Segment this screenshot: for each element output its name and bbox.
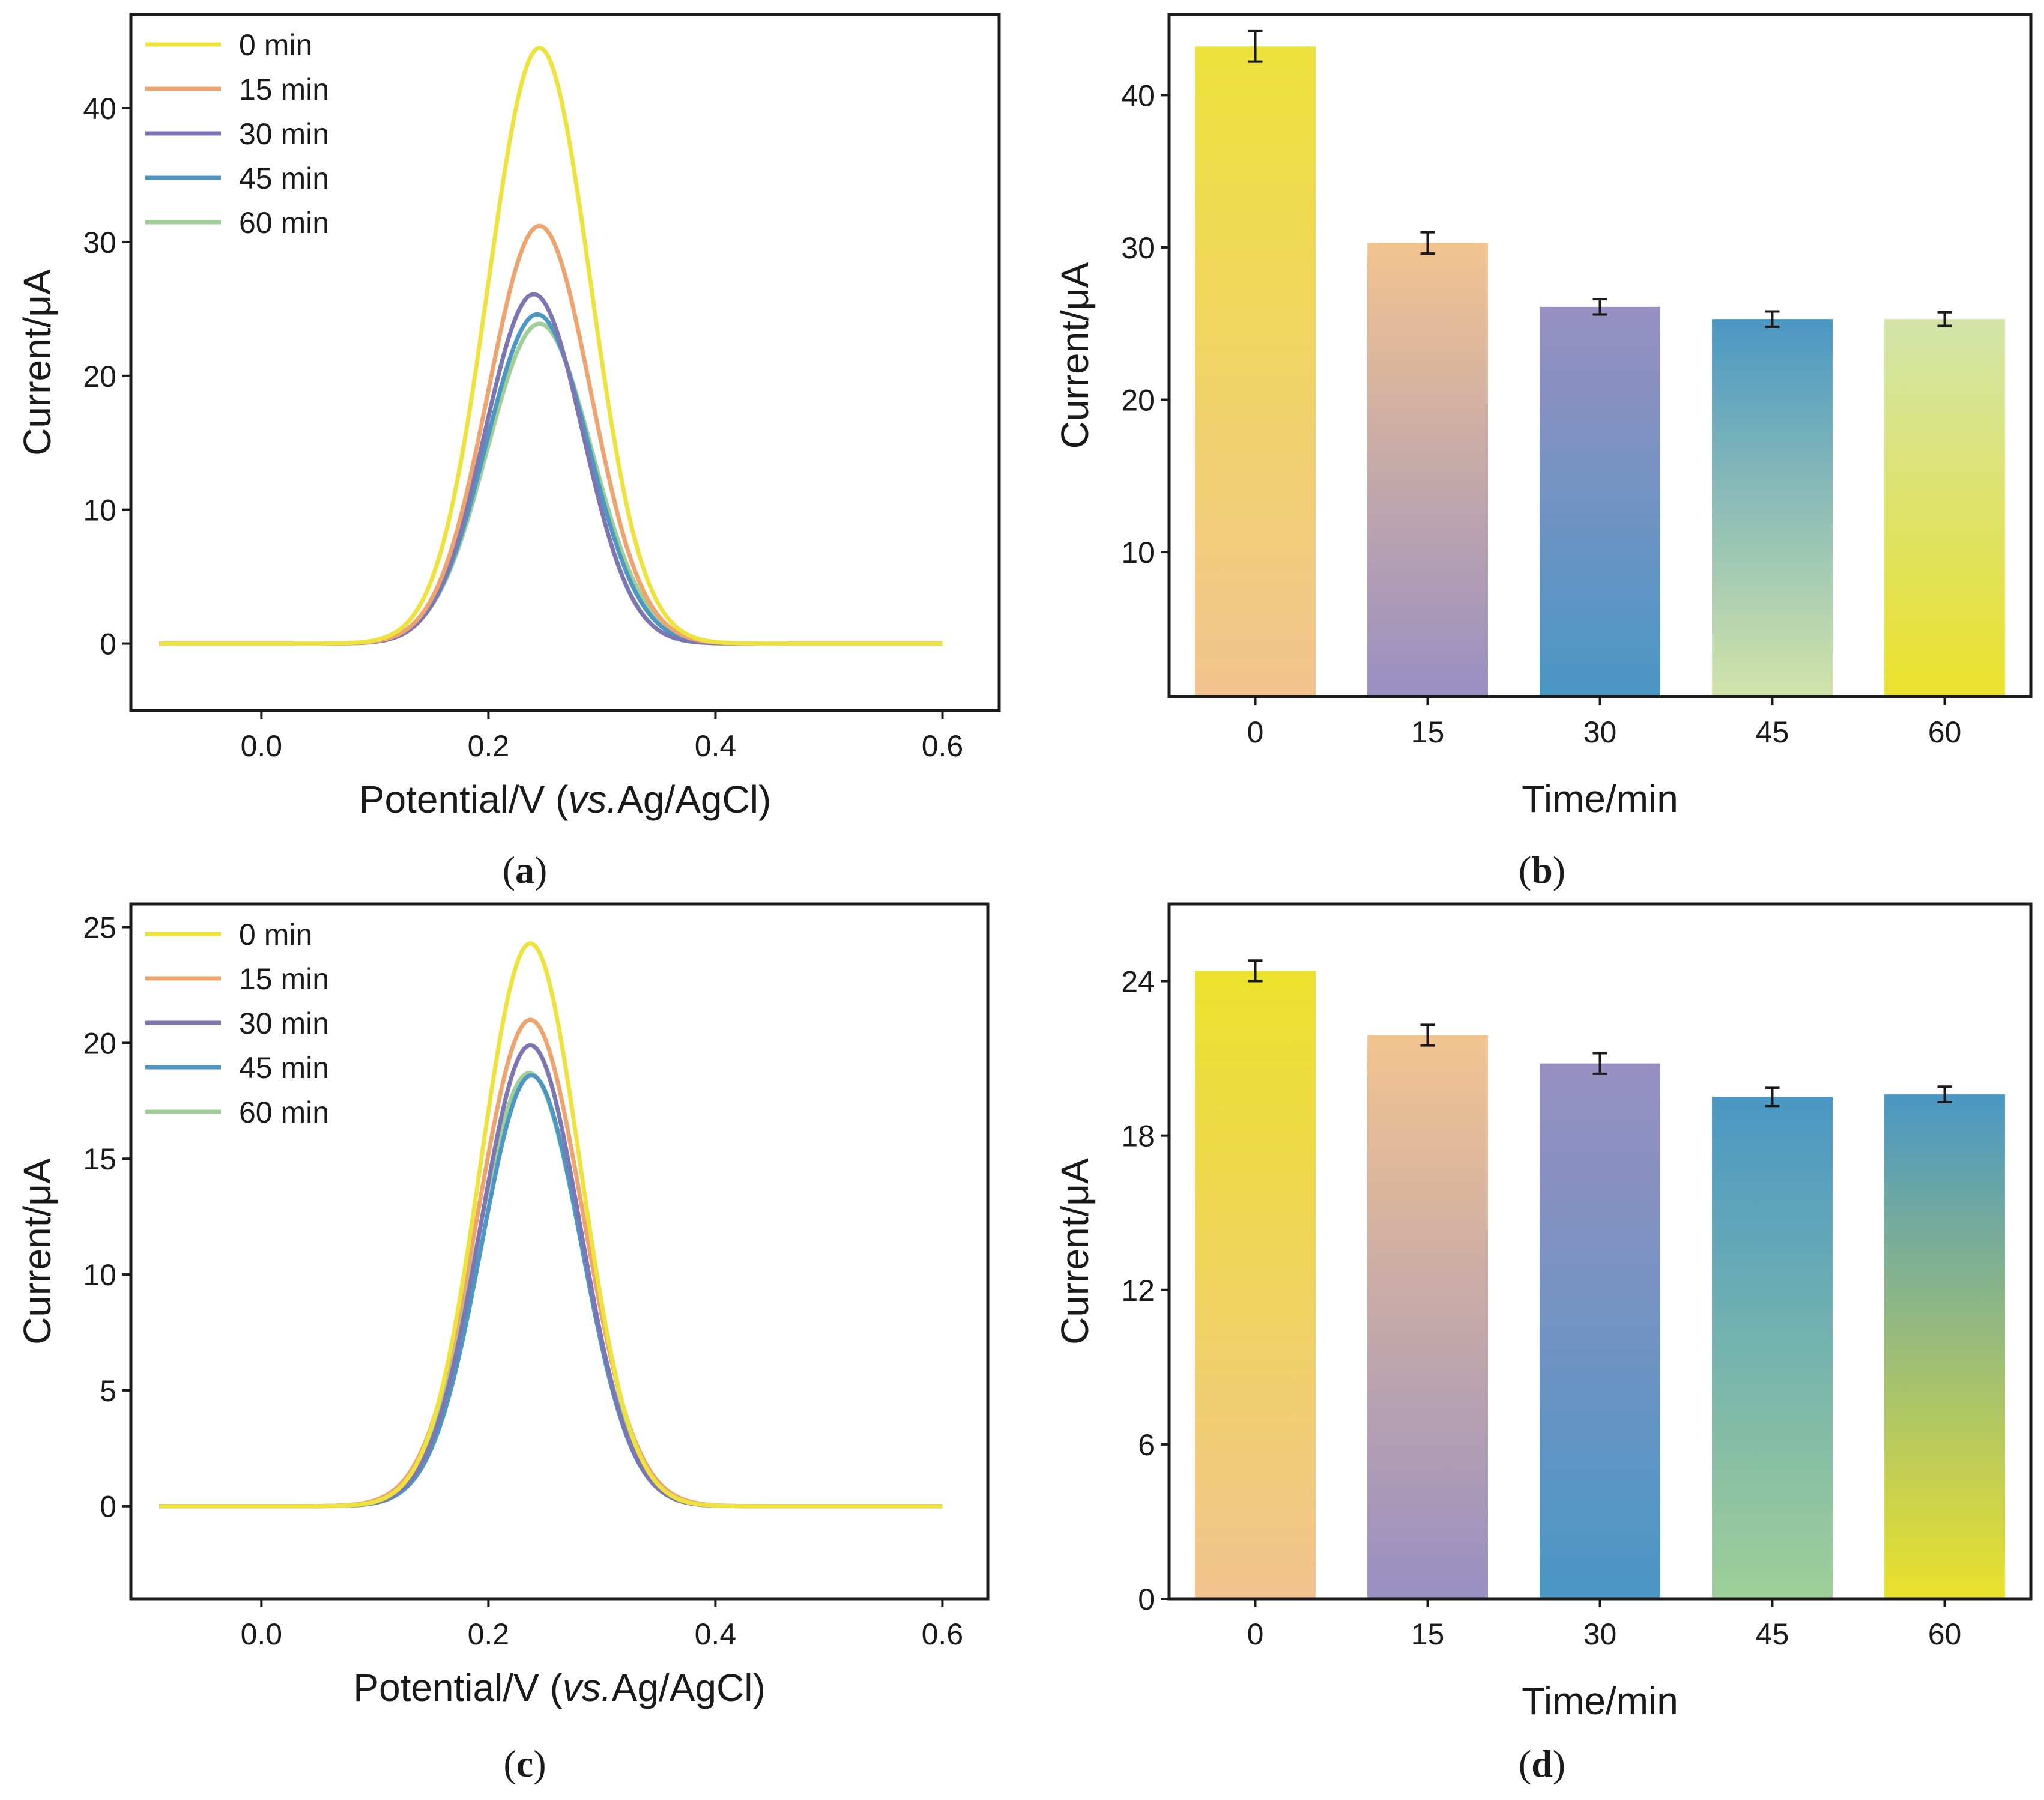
x-tick-label: 60: [1928, 1617, 1962, 1651]
legend-label: 60 min: [239, 206, 329, 240]
bar-30-min: [1540, 1063, 1660, 1599]
x-tick-label: 30: [1583, 715, 1617, 749]
series-line-60-min: [159, 1071, 943, 1509]
x-axis-label-italic: vs.: [563, 1666, 612, 1709]
y-tick-label: 40: [83, 92, 116, 126]
x-tick-label: 0.2: [468, 1617, 510, 1651]
bar-0-min: [1195, 46, 1316, 697]
x-axis-label-part: Potential/V (: [359, 778, 569, 821]
y-tick-label: 0: [100, 1490, 116, 1524]
bar-0-min: [1195, 971, 1316, 1599]
x-tick-label: 0.4: [695, 729, 737, 763]
bar-45-min: [1712, 1097, 1833, 1599]
legend-label: 15 min: [239, 73, 329, 106]
x-tick-label: 0.6: [922, 1617, 964, 1651]
x-axis-label: Potential/V (vs.Ag/AgCl): [359, 778, 772, 821]
plot-frame: [129, 13, 1001, 712]
series-line-30-min: [159, 292, 943, 646]
x-tick-label: 45: [1756, 1617, 1789, 1651]
y-tick-label: 6: [1138, 1428, 1155, 1462]
plot-frame: [1167, 13, 2033, 698]
x-tick-label: 60: [1928, 715, 1962, 749]
y-tick-label: 25: [83, 911, 116, 945]
legend-label: 30 min: [239, 1007, 329, 1040]
bar-60-min: [1884, 319, 2005, 697]
x-tick-label: 0: [1247, 1617, 1264, 1651]
x-axis-label-italic: vs.: [568, 778, 617, 821]
x-tick-label: 0.0: [241, 729, 283, 763]
x-axis-label: Potential/V (vs.Ag/AgCl): [353, 1666, 766, 1709]
series-line-45-min: [159, 1073, 943, 1509]
series-line-0-min: [159, 46, 943, 646]
x-tick-label: 15: [1411, 715, 1445, 749]
legend-label: 60 min: [239, 1095, 329, 1129]
y-tick-label: 10: [83, 1258, 116, 1292]
x-tick-label: 45: [1756, 715, 1789, 749]
x-axis-label: Time/min: [1522, 777, 1678, 820]
panel-b-label: (b): [1519, 849, 1565, 891]
bar-45-min: [1712, 319, 1833, 697]
y-axis-label: Current/μA: [1053, 262, 1096, 449]
y-axis-label: Current/μA: [16, 1158, 59, 1345]
legend-label: 30 min: [239, 117, 329, 151]
y-tick-label: 20: [83, 1026, 116, 1060]
legend-label: 45 min: [239, 1051, 329, 1085]
x-axis-label-part: Potential/V (: [353, 1666, 563, 1709]
panel-b-bar-chart: 0 15 30 45 60 10 20 30 40 Time/min Current/μA: [1053, 13, 2033, 820]
bar-30-min: [1540, 306, 1660, 697]
y-tick-label: 30: [83, 226, 116, 259]
y-tick-label: 0: [100, 628, 116, 661]
y-tick-label: 40: [1121, 79, 1155, 112]
x-tick-label: 0.2: [468, 729, 510, 763]
y-tick-label: 20: [83, 360, 116, 393]
x-tick-label: 15: [1411, 1617, 1445, 1651]
legend-label: 0 min: [239, 28, 312, 62]
bar-15-min: [1367, 1035, 1488, 1599]
y-tick-label: 5: [100, 1374, 116, 1408]
legend-label: 0 min: [239, 918, 312, 951]
y-tick-label: 12: [1121, 1274, 1155, 1308]
y-tick-label: 10: [83, 494, 116, 527]
x-tick-label: 0.6: [922, 729, 964, 763]
x-axis-label-part: Ag/AgCl): [612, 1666, 766, 1709]
plot-frame: [1167, 902, 2033, 1601]
x-axis-label: Time/min: [1522, 1679, 1678, 1723]
panel-d-label: (d): [1519, 1742, 1565, 1785]
x-tick-label: 0.0: [241, 1617, 283, 1651]
series-line-60-min: [159, 321, 943, 646]
series-line-15-min: [159, 1017, 943, 1509]
panel-a-line-chart: 0.0 0.2 0.4 0.6 0 10 20 30 40 Potential/V (vs.Ag/…: [16, 13, 1001, 821]
panel-a-label: (a): [503, 849, 548, 891]
x-tick-label: 0: [1247, 715, 1264, 749]
panel-c-label: (c): [503, 1742, 546, 1785]
y-tick-label: 30: [1121, 231, 1155, 265]
y-axis-label: Current/μA: [1053, 1158, 1096, 1345]
x-tick-label: 30: [1583, 1617, 1617, 1651]
y-tick-label: 20: [1121, 384, 1155, 417]
panel-d-bar-chart: 0 15 30 45 60 0 6 12 18 24 Time/min Current/μA: [1053, 902, 2033, 1723]
y-tick-label: 24: [1121, 965, 1155, 999]
panel-c-line-chart: 0.0 0.2 0.4 0.6 0 5 10 15 20 25 Potential/V (vs.Ag…: [16, 902, 990, 1709]
plot-frame: [129, 902, 990, 1601]
bar-60-min: [1884, 1094, 2005, 1599]
y-tick-label: 18: [1121, 1120, 1155, 1153]
x-axis-label-part: Ag/AgCl): [617, 778, 771, 821]
bar-15-min: [1367, 243, 1488, 697]
y-tick-label: 10: [1121, 536, 1155, 569]
series-line-0-min: [159, 941, 943, 1509]
series-line-15-min: [159, 223, 943, 646]
y-tick-label: 0: [1138, 1583, 1155, 1616]
x-tick-label: 0.4: [695, 1617, 737, 1651]
y-axis-label: Current/μA: [16, 269, 59, 456]
y-tick-label: 15: [83, 1142, 116, 1176]
legend-label: 45 min: [239, 162, 329, 195]
series-line-45-min: [159, 312, 943, 646]
legend-label: 15 min: [239, 962, 329, 996]
